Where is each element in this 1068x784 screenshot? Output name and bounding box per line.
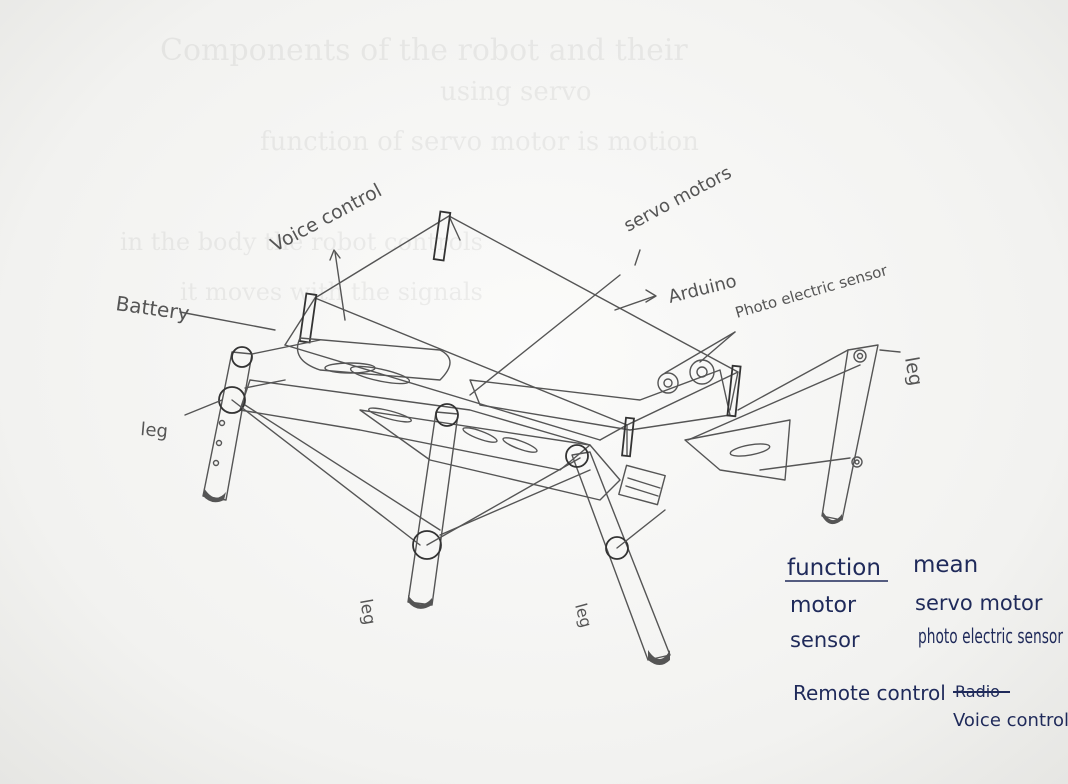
svg-text:it moves with the signals: it moves with the signals bbox=[180, 278, 483, 306]
legend-row1-function: motor bbox=[790, 593, 857, 618]
label-photo-electric-sensor: Photo electric sensor bbox=[733, 261, 890, 322]
label-leg-bottom-center: leg bbox=[571, 601, 596, 630]
svg-text:function of servo motor is: function of servo motor is motion bbox=[260, 127, 699, 157]
label-arduino: Arduino bbox=[666, 271, 739, 308]
robot-legs bbox=[202, 339, 879, 665]
legend-row2-mean: photo electric sensor bbox=[918, 624, 1064, 648]
robot-body bbox=[284, 210, 742, 458]
legend-row3-function: Remote control bbox=[793, 681, 946, 705]
label-servo-motors: servo motors bbox=[620, 162, 735, 236]
chassis-plate bbox=[239, 365, 791, 506]
annotation-arrows bbox=[179, 249, 901, 416]
label-leg-front-left: leg bbox=[140, 419, 169, 442]
label-leg-right: leg bbox=[900, 355, 927, 387]
legend-table: function mean motor servo motor sensor p… bbox=[785, 552, 1068, 731]
bleed-through-text: Components of the robot and their using … bbox=[120, 33, 699, 306]
legend-row1-mean: servo motor bbox=[915, 591, 1043, 615]
svg-text:Components of the robot an: Components of the robot and their bbox=[160, 33, 688, 68]
legend-header-mean: mean bbox=[913, 552, 978, 578]
label-leg-bottom-left: leg bbox=[355, 597, 379, 626]
svg-text:using servo: using servo bbox=[440, 77, 592, 107]
legend-row3-mean: Voice control bbox=[953, 710, 1068, 731]
legend-header-function: function bbox=[787, 555, 881, 581]
legend-row2-function: sensor bbox=[790, 628, 860, 652]
